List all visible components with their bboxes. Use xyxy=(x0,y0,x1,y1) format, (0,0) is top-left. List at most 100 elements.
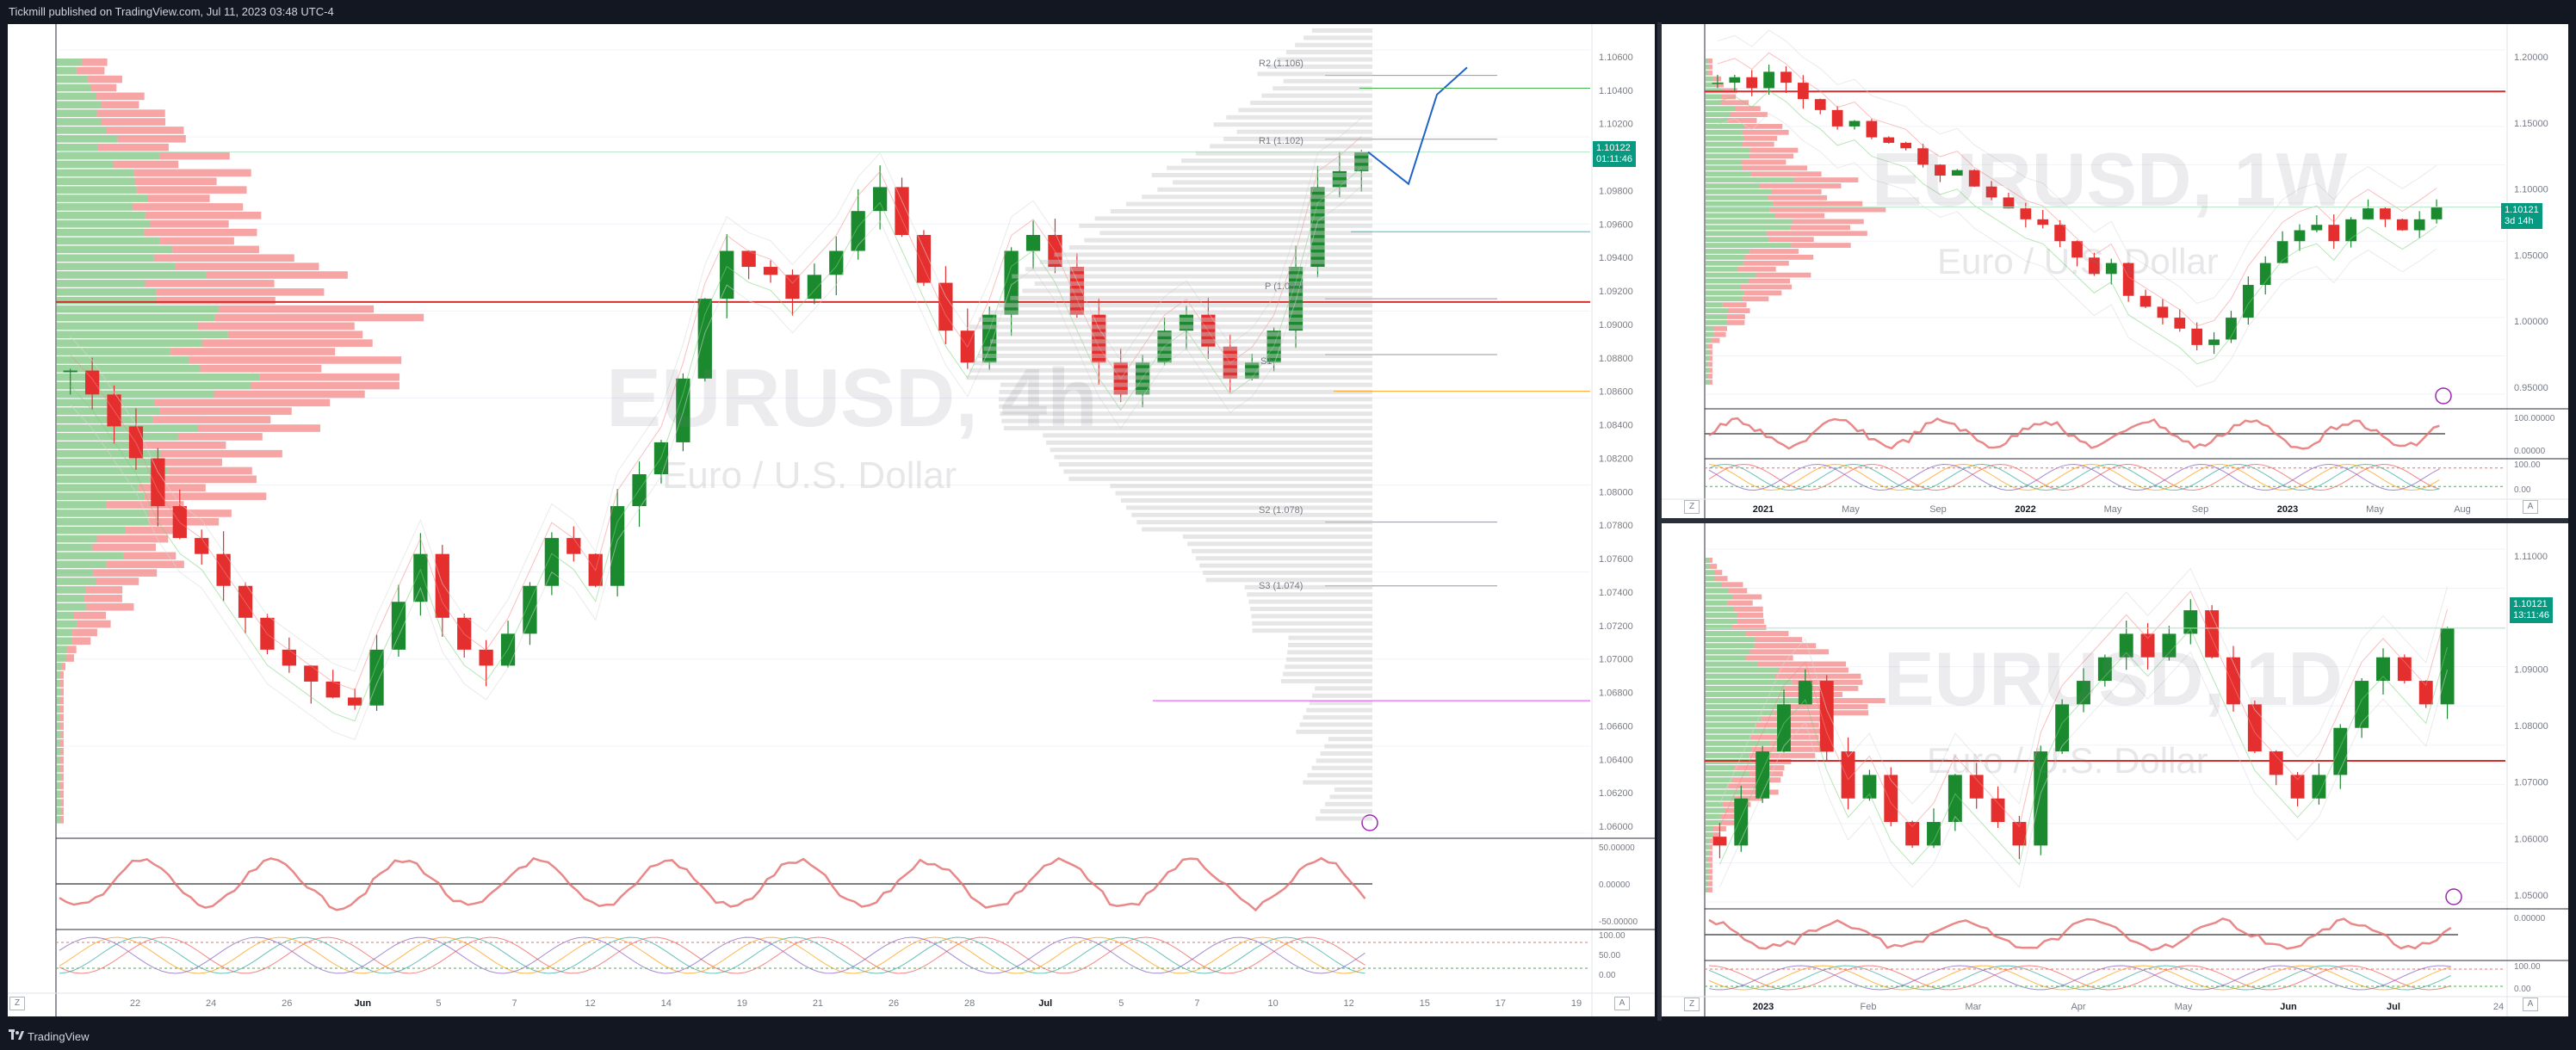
candle-body xyxy=(1866,120,1878,138)
session-volume-bar xyxy=(1311,28,1372,33)
session-volume-bar xyxy=(1250,101,1372,105)
time-axis-label: 22 xyxy=(130,998,140,1009)
price-scale-label: 1.09000 xyxy=(2514,664,2548,675)
volume-profile-bar-down xyxy=(136,186,247,194)
volume-profile-bar-down xyxy=(134,177,217,186)
volume-profile-bar-up xyxy=(1706,643,1755,649)
volume-profile-bar-up xyxy=(57,433,178,441)
publish-header: Tickmill published on TradingView.com, J… xyxy=(0,0,2576,22)
session-volume-bar xyxy=(1328,737,1372,742)
volume-profile-bar-up xyxy=(57,756,60,764)
stochastic-line xyxy=(1708,965,2451,991)
candle-body xyxy=(2418,681,2433,705)
session-volume-bar xyxy=(1068,245,1372,250)
session-volume-bar xyxy=(1039,259,1372,264)
btn-a-1w[interactable]: A xyxy=(2523,500,2538,514)
candle-body xyxy=(1729,77,1741,83)
stoch-scale-label: 0.00 xyxy=(1599,971,1616,980)
volume-profile-bar-down xyxy=(1791,243,1851,248)
volume-profile-bar-down xyxy=(125,526,180,534)
chart-1w-svg[interactable]: 1.20000 1.15000 1.10000 1.05000 1.00000 0.950… xyxy=(1662,24,2568,518)
volume-profile-bar-down xyxy=(1743,135,1778,141)
volume-profile-bar-down xyxy=(1775,213,1825,219)
volume-profile-bar-down xyxy=(1714,570,1723,576)
session-volume-bar xyxy=(1099,231,1372,236)
volume-profile-bar-down xyxy=(177,433,263,441)
session-volume-bar xyxy=(1210,144,1372,149)
candle-body xyxy=(1245,362,1260,379)
panel-divider-vertical[interactable] xyxy=(1657,22,1662,1021)
volume-profile-bar-up xyxy=(1706,302,1723,308)
volume-profile-bar-up xyxy=(1706,337,1712,343)
session-volume-bar xyxy=(1142,195,1372,200)
session-volume-bar xyxy=(1010,295,1372,300)
footer-brand[interactable]: TradingView xyxy=(28,1030,90,1043)
volume-profile-bar-up xyxy=(1706,314,1727,319)
stoch-scale-label: 0.00 xyxy=(2514,985,2531,994)
volume-profile-bar-up xyxy=(1706,135,1744,141)
volume-profile-bar-up xyxy=(57,127,107,134)
candle-body xyxy=(1780,71,1792,83)
session-volume-bar xyxy=(1000,382,1372,387)
price-value-1d: 1.10121 xyxy=(2513,599,2548,609)
chart-panel-1w[interactable]: 1.20000 1.15000 1.10000 1.05000 1.00000 0.950… xyxy=(1662,24,2568,518)
volume-profile-bar-up xyxy=(1706,177,1794,182)
time-axis-label: 19 xyxy=(1571,998,1582,1009)
panel-divider-horizontal[interactable] xyxy=(1662,518,2568,523)
chart-panel-4h[interactable]: 1.106001.104001.102001.100001.098001.096… xyxy=(8,24,1655,1016)
candle-body xyxy=(1288,267,1303,331)
volume-profile-bar-down xyxy=(1770,740,1829,746)
price-scale-label: 1.09000 xyxy=(1599,320,1633,330)
candle-body xyxy=(1814,99,1826,110)
volume-profile-bar-down xyxy=(1712,832,1721,838)
session-volume-bar xyxy=(1280,679,1372,683)
rsi-line xyxy=(1708,917,2452,952)
volume-profile-bar-up xyxy=(1706,813,1721,819)
volume-profile-bar-up xyxy=(1706,661,1758,667)
volume-profile-bar-up xyxy=(1706,141,1743,147)
btn-z-4h[interactable]: Z xyxy=(9,997,25,1010)
btn-z-1w[interactable]: Z xyxy=(1684,500,1700,514)
session-volume-bar xyxy=(1303,35,1372,40)
volume-profile-bar-down xyxy=(1749,649,1830,655)
candle-body xyxy=(1985,186,1997,198)
candle-body xyxy=(720,250,734,300)
chart-4h-svg[interactable]: 1.106001.104001.102001.100001.098001.096… xyxy=(8,24,1655,1016)
ichimoku-line-upper xyxy=(70,136,1362,691)
candle-body xyxy=(2294,230,2306,242)
volume-profile-bar-down xyxy=(1708,361,1712,368)
volume-profile-bar-down xyxy=(97,143,169,151)
volume-profile-bar-up xyxy=(1706,106,1736,112)
volume-profile-bar-up xyxy=(57,484,139,492)
session-volume-bar xyxy=(1001,418,1372,423)
candle-body xyxy=(1900,142,1912,149)
session-volume-bar xyxy=(1320,751,1372,756)
volume-profile-bar-up xyxy=(1706,716,1762,722)
alert-lightning-icon xyxy=(2445,888,2462,905)
volume-profile-bar-down xyxy=(1769,207,1886,213)
candle-body xyxy=(2105,262,2117,275)
volume-profile-bar-up xyxy=(1706,82,1714,88)
chart-1d-svg[interactable]: 1.110001.100001.090001.080001.070001.060… xyxy=(1662,523,2568,1016)
chart-panel-1d[interactable]: 1.110001.100001.090001.080001.070001.060… xyxy=(1662,523,2568,1016)
session-volume-bar xyxy=(1315,686,1372,691)
btn-a-1d[interactable]: A xyxy=(2523,998,2538,1011)
session-volume-bar xyxy=(983,346,1372,351)
session-volume-bar xyxy=(1287,650,1372,655)
volume-profile-bar-down xyxy=(76,66,105,75)
candle-body xyxy=(523,585,537,634)
session-volume-bar xyxy=(969,324,1372,330)
time-axis-label: Feb xyxy=(1861,1002,1877,1012)
btn-a-4h[interactable]: A xyxy=(1614,997,1630,1010)
btn-z-1d[interactable]: Z xyxy=(1684,998,1700,1011)
rsi-scale-label: 0.00000 xyxy=(2514,447,2546,456)
session-volume-bar xyxy=(978,354,1372,358)
volume-profile-bar-up xyxy=(1706,558,1710,563)
volume-profile-bar-up xyxy=(1706,260,1743,266)
candle-body xyxy=(2139,295,2152,307)
volume-profile-bar-up xyxy=(1706,243,1792,248)
session-volume-bar xyxy=(1261,93,1372,98)
volume-profile-bar-up xyxy=(57,764,61,773)
candle-body xyxy=(1935,164,1946,176)
volume-profile-bar-up xyxy=(1706,618,1738,624)
